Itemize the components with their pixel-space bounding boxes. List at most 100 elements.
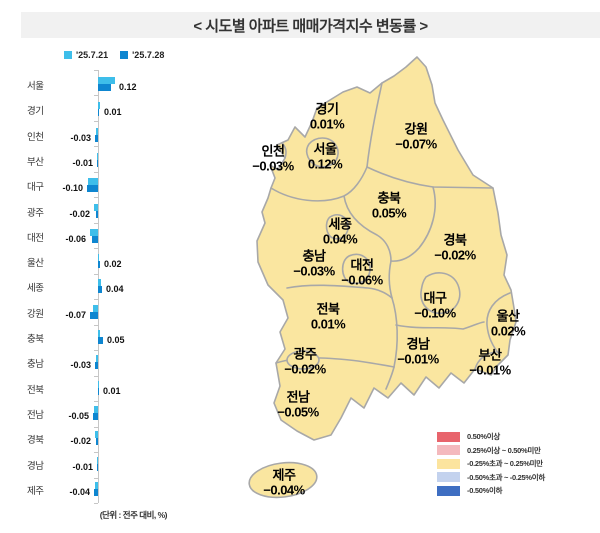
axis-tick <box>94 477 98 479</box>
region-value: −0.02% <box>434 247 476 262</box>
region-value: −0.10% <box>414 305 456 320</box>
region-name: 대전 <box>350 257 374 273</box>
region-value: 0.02% <box>490 323 526 338</box>
map-region-label-전북: 전북 0.01% <box>311 301 346 331</box>
border-jeonbuk-east <box>391 297 398 368</box>
map-region-label-울산: 울산 0.02% <box>490 308 526 338</box>
map-legend-label: 0.25%이상 ~ 0.50%미만 <box>467 445 541 455</box>
map-legend-row: 0.50%이상 <box>437 430 545 444</box>
bar-2025-07-28 <box>95 134 98 142</box>
bar-2025-07-21 <box>98 330 100 337</box>
axis-tick <box>94 375 98 377</box>
region-value: −0.03% <box>293 263 335 278</box>
bar-value-label: 0.05 <box>107 335 125 345</box>
bar-value-label: -0.05 <box>68 410 89 421</box>
axis-tick <box>94 401 98 403</box>
region-value: −0.05% <box>277 404 319 419</box>
bar-2025-07-21 <box>98 380 99 388</box>
map-region-label-제주: 제주 −0.04% <box>263 468 305 497</box>
map-region-label-충남: 충남 −0.03% <box>293 248 335 278</box>
bar-value-label: 0.12 <box>119 82 137 92</box>
bar-2025-07-28 <box>98 109 99 117</box>
sejong-shape <box>325 214 349 240</box>
map-region-label-세종: 세종 0.04% <box>323 217 358 246</box>
bar-2025-07-21 <box>88 178 98 186</box>
map-legend-label: 0.50%이상 <box>467 432 500 442</box>
map-legend-swatch <box>437 485 460 496</box>
axis-tick <box>94 502 98 504</box>
map-legend-label: -0.50%초과 ~ -0.25%이하 <box>467 472 545 482</box>
map-legend-swatch <box>437 431 460 442</box>
bar-value-label: 0.01 <box>103 385 121 396</box>
bar-2025-07-21 <box>94 405 98 413</box>
map-region-label-경남: 경남 −0.01% <box>397 337 439 366</box>
region-name: 광주 <box>293 346 317 362</box>
legend-swatch-2025-07-28 <box>120 51 129 59</box>
bar-2025-07-28 <box>97 463 98 471</box>
region-value: −0.04% <box>263 482 305 497</box>
bar-2025-07-28 <box>96 438 98 446</box>
bar-value-label: 0.02 <box>104 259 122 270</box>
bar-value-label: -0.04 <box>69 486 90 497</box>
border-busan-west <box>474 351 497 370</box>
bar-2025-07-21 <box>95 481 98 489</box>
map-legend-label: -0.25%초과 ~ 0.25%미만 <box>467 459 543 469</box>
axis-tick <box>94 146 98 148</box>
axis-tick <box>94 222 98 224</box>
seoul-shape <box>305 137 339 168</box>
bar-value-label: -0.02 <box>70 436 91 447</box>
gwangju-shape <box>286 350 320 370</box>
jeju-shape <box>248 461 318 499</box>
bar-value-label: -0.01 <box>72 157 93 168</box>
bar-value-label: -0.06 <box>65 233 86 244</box>
map-color-legend: 0.50%이상 0.25%이상 ~ 0.50%미만 -0.25%초과 ~ 0.25%… <box>437 430 545 498</box>
daejeon-shape <box>341 253 371 285</box>
bar-value-label: -0.03 <box>70 360 91 371</box>
bar-2025-07-21 <box>96 127 98 135</box>
region-value: −0.02% <box>284 361 326 376</box>
bar-2025-07-21 <box>98 77 115 84</box>
map-region-label-서울: 서울 0.12% <box>307 141 343 171</box>
bar-category-label: 대구 <box>27 182 44 194</box>
bar-value-label: -0.02 <box>69 208 90 219</box>
bar-category-label: 인천 <box>27 131 44 143</box>
axis-tick <box>94 120 98 122</box>
region-name: 강원 <box>404 121 428 137</box>
map-region-label-대전: 대전 −0.06% <box>341 257 383 287</box>
bar-2025-07-28 <box>98 261 100 269</box>
bar-2025-07-28 <box>94 488 98 496</box>
region-value: −0.01% <box>469 362 511 377</box>
region-value: −0.01% <box>397 351 439 366</box>
bar-category-label: 부산 <box>27 156 44 168</box>
region-name: 울산 <box>496 308 520 324</box>
map-legend-row: -0.25%초과 ~ 0.25%미만 <box>437 457 545 471</box>
bar-2025-07-21 <box>98 102 100 110</box>
unit-note: (단위 : 전주 대비, %) <box>99 510 168 520</box>
border-daejeon-jeonbuk <box>388 260 393 299</box>
legend-label-2025-07-21: '25.7.21 <box>76 50 109 60</box>
region-value: 0.12% <box>307 156 343 171</box>
korea-region-map: 경기 0.01% 강원 −0.07% 인천 −0.03% 서울 0.12% 충북 0.05% 세종 0… <box>230 55 600 533</box>
bar-category-label: 경남 <box>27 460 44 472</box>
bar-category-label: 울산 <box>27 258 44 270</box>
map-legend-row: -0.50%이하 <box>437 484 545 498</box>
axis-tick <box>94 299 98 301</box>
axis-tick <box>94 171 98 173</box>
bar-2025-07-21 <box>95 431 98 439</box>
bar-category-label: 광주 <box>27 207 44 219</box>
region-name: 전북 <box>316 301 340 317</box>
bar-2025-07-28 <box>93 412 98 420</box>
region-value: −0.06% <box>341 272 383 287</box>
region-name: 충남 <box>302 248 326 264</box>
bar-2025-07-28 <box>98 337 103 344</box>
region-name: 서울 <box>313 141 337 157</box>
bar-category-label: 경기 <box>27 106 44 118</box>
korea-map-svg <box>248 56 517 499</box>
bar-2025-07-28 <box>98 286 102 294</box>
bar-2025-07-28 <box>90 311 98 319</box>
border-chungbuk-gyeongbuk <box>390 186 436 262</box>
bar-2025-07-28 <box>95 362 98 370</box>
region-name: 경북 <box>443 232 467 248</box>
map-region-label-부산: 부산 −0.01% <box>469 348 511 377</box>
region-value: −0.03% <box>252 158 294 173</box>
